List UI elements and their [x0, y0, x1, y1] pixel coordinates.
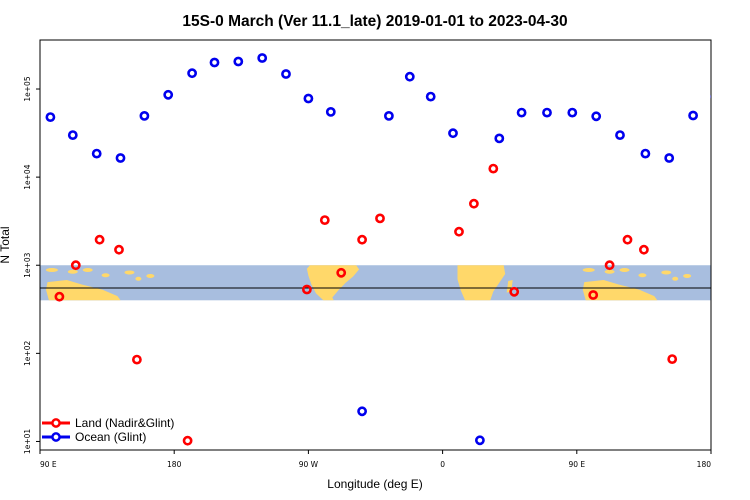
x-tick-label: 90 W	[299, 460, 319, 469]
land-data-point	[131, 354, 142, 365]
land-data-point	[182, 435, 193, 446]
ocean-data-point	[404, 71, 415, 82]
y-tick-label: 1e+04	[23, 164, 32, 189]
land-data-point	[639, 244, 649, 255]
y-tick-label: 1e+01	[23, 429, 32, 454]
land-data-point	[604, 260, 615, 271]
legend-ocean-label: Ocean (Glint)	[75, 430, 146, 444]
land-data-point	[114, 244, 124, 255]
island-land-8	[604, 269, 615, 274]
ocean-data-point	[139, 111, 150, 121]
land-data-point	[375, 213, 385, 224]
chart-title: 15S-0 March (Ver 11.1_late) 2019-01-01 t…	[182, 13, 567, 30]
land-data-point	[357, 234, 367, 245]
legend-land-marker	[51, 418, 61, 428]
ocean-data-point	[425, 91, 436, 102]
y-axis-label: N Total	[0, 226, 12, 263]
ocean-data-point	[516, 107, 527, 118]
x-axis: 90 E 180 90 W 0 90 E 180	[39, 450, 712, 469]
land-data-point	[301, 284, 312, 295]
south-america-land	[306, 265, 360, 301]
legend-land-label: Land (Nadir&Glint)	[75, 416, 174, 430]
ocean-data-point	[542, 107, 552, 118]
x-axis-label: Longitude (deg E)	[327, 477, 422, 491]
island-land-12	[672, 276, 679, 281]
ocean-data-point	[187, 68, 197, 79]
x-tick-label: 0	[440, 460, 445, 469]
y-axis: 1e+01 1e+02 1e+03 1e+04 1e+05	[23, 76, 40, 454]
ocean-data-point	[45, 112, 56, 122]
land-data-point	[509, 286, 520, 297]
ocean-data-point	[640, 148, 651, 159]
island-land-5	[135, 276, 142, 281]
island-land-2	[82, 267, 93, 272]
land-data-point	[588, 290, 599, 300]
ocean-data-point	[474, 435, 485, 446]
data-points	[45, 53, 711, 446]
island-land-9	[619, 267, 630, 272]
x-tick-label: 180	[697, 460, 712, 469]
ocean-data-point	[383, 111, 394, 121]
ocean-data-point	[664, 153, 675, 163]
ocean-data-point	[357, 406, 367, 417]
ocean-data-point	[281, 69, 291, 79]
legend-item-land: Land (Nadir&Glint)	[42, 416, 174, 430]
y-tick-label: 1e+05	[23, 76, 32, 101]
land-data-point	[336, 267, 347, 278]
land-data-point	[468, 198, 479, 209]
ocean-data-point	[257, 53, 268, 63]
ocean-data-point	[494, 133, 505, 144]
land-data-point	[667, 354, 678, 364]
land-data-point	[488, 163, 499, 174]
plot-frame	[39, 39, 712, 451]
ocean-data-point	[567, 107, 578, 118]
island-land-13	[683, 273, 692, 278]
legend-item-ocean: Ocean (Glint)	[42, 430, 146, 444]
ocean-data-point	[233, 56, 244, 67]
land-data-point	[622, 234, 633, 245]
ocean-data-point	[325, 107, 336, 117]
ocean-data-point	[591, 111, 602, 122]
ocean-data-point	[448, 128, 458, 139]
ocean-data-point	[115, 153, 126, 163]
island-land-0	[45, 267, 58, 272]
australia-land-west	[46, 280, 121, 301]
ocean-data-point	[688, 110, 698, 121]
ocean-data-point	[209, 57, 220, 68]
land-data-point	[319, 215, 330, 225]
x-tick-label: 90 E	[40, 460, 57, 469]
land-data-point	[454, 226, 464, 237]
island-land-11	[661, 270, 672, 275]
island-land-7	[582, 267, 595, 272]
ocean-data-point	[67, 130, 78, 140]
land-data-point	[54, 291, 65, 302]
y-tick-label: 1e+02	[23, 341, 32, 366]
x-tick-label: 90 E	[568, 460, 585, 469]
australia-land-east	[582, 280, 658, 301]
ocean-data-point	[615, 130, 625, 140]
legend-ocean-marker	[51, 432, 61, 442]
island-land-3	[101, 273, 110, 278]
x-tick-label: 180	[167, 460, 182, 469]
island-land-1	[67, 269, 78, 274]
africa-land	[457, 265, 506, 301]
ocean-data-point	[91, 148, 102, 159]
island-land-4	[124, 270, 135, 275]
ocean-data-point	[710, 94, 711, 99]
y-tick-label: 1e+03	[23, 252, 32, 277]
land-data-point	[94, 234, 105, 245]
island-land-6	[146, 273, 155, 278]
world-map-strip	[40, 265, 711, 301]
ocean-data-point	[163, 89, 174, 100]
island-land-10	[638, 273, 647, 278]
ocean-data-point	[303, 93, 314, 104]
land-masses	[45, 265, 692, 301]
legend: Land (Nadir&Glint) Ocean (Glint)	[42, 416, 174, 444]
land-data-point	[70, 260, 81, 271]
